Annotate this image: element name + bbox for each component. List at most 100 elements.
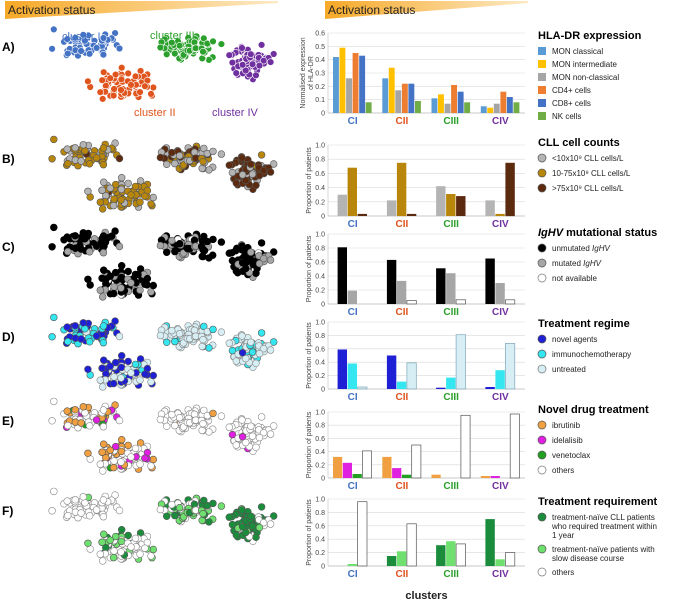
scatter-point xyxy=(111,227,119,235)
bar xyxy=(444,103,451,113)
bar xyxy=(347,564,357,566)
bar xyxy=(359,55,366,113)
scatter-point xyxy=(115,44,124,53)
scatter-point xyxy=(199,420,207,428)
activation-banner-left xyxy=(5,1,278,19)
y-tick-label: 0.3 xyxy=(315,71,325,78)
bar xyxy=(457,91,464,113)
scatter-point xyxy=(115,242,124,251)
legend-entry: untreated xyxy=(552,365,586,374)
scatter-point xyxy=(200,232,208,241)
bar xyxy=(382,78,389,113)
scatter-point xyxy=(247,512,255,520)
y-tick-label: 0.8 xyxy=(315,157,325,164)
scatter-point xyxy=(232,357,241,365)
scatter-point xyxy=(147,200,155,208)
scatter-point xyxy=(217,238,226,246)
scatter-point xyxy=(109,201,118,210)
scatter-point xyxy=(117,374,125,382)
scatter-point xyxy=(242,438,250,447)
scatter-point xyxy=(117,196,125,204)
y-tick-label: 0.4 xyxy=(315,449,325,456)
scatter-point xyxy=(238,523,247,531)
y-tick-label: 0.6 xyxy=(315,31,325,38)
scatter-point xyxy=(259,429,268,437)
panel-label: C) xyxy=(2,240,15,254)
scatter-point xyxy=(77,157,85,165)
y-tick-label: 0.6 xyxy=(315,260,325,267)
scatter-point xyxy=(96,376,105,384)
scatter-point xyxy=(248,348,257,356)
bar xyxy=(401,474,412,478)
scatter-point xyxy=(171,247,179,256)
x-tick-label: CII xyxy=(395,307,408,318)
scatter-point xyxy=(217,328,226,336)
x-axis-title: clusters xyxy=(405,590,447,602)
scatter-point xyxy=(200,34,208,43)
scatter-point xyxy=(136,550,144,558)
bar xyxy=(446,194,456,216)
scatter-point xyxy=(71,322,79,330)
scatter-point xyxy=(48,417,56,425)
scatter-point xyxy=(175,240,184,248)
scatter-point xyxy=(64,511,72,520)
scatter-point xyxy=(117,262,126,270)
scatter-point xyxy=(156,153,165,162)
scatter-point xyxy=(225,339,234,347)
scatter-point xyxy=(242,264,250,273)
bar xyxy=(333,57,339,113)
y-tick-label: 0 xyxy=(321,214,325,221)
scatter-point xyxy=(149,545,158,554)
y-tick-label: 0.2 xyxy=(315,373,325,380)
bar xyxy=(455,299,466,305)
y-axis-label: Proportion of patients xyxy=(306,147,313,214)
scatter-point xyxy=(98,448,106,456)
scatter-point xyxy=(217,40,226,48)
legend-title: Treatment requirement xyxy=(538,496,658,508)
bar xyxy=(365,102,372,113)
scatter-point xyxy=(81,235,89,243)
bar xyxy=(388,67,395,113)
scatter-point xyxy=(124,441,132,450)
scatter-point xyxy=(190,326,199,334)
scatter-point xyxy=(136,286,144,294)
scatter-point xyxy=(98,205,107,213)
scatter-point xyxy=(252,181,260,190)
scatter-point xyxy=(232,441,241,449)
scatter-panel-2: B) xyxy=(2,135,278,213)
scatter-point xyxy=(99,232,108,240)
scatter-point xyxy=(232,267,241,275)
bar xyxy=(347,290,357,304)
scatter-point xyxy=(111,532,120,541)
scatter-point xyxy=(106,184,114,192)
scatter-point xyxy=(117,63,126,72)
scatter-point xyxy=(136,376,144,384)
scatter-point xyxy=(175,504,184,512)
scatter-point xyxy=(266,256,275,264)
scatter-point xyxy=(106,446,114,454)
scatter-point xyxy=(84,449,92,457)
bar xyxy=(431,474,441,478)
scatter-point xyxy=(63,35,71,43)
scatter-point xyxy=(64,421,72,430)
scatter-point xyxy=(252,71,260,80)
bar xyxy=(513,102,520,113)
bar xyxy=(505,299,516,305)
scatter-point xyxy=(131,270,140,279)
scatter-point xyxy=(71,406,79,414)
scatter-point xyxy=(85,422,94,430)
scatter-point xyxy=(110,547,118,555)
scatter-point xyxy=(232,179,241,187)
bar xyxy=(436,387,446,389)
bar xyxy=(506,97,513,113)
bar xyxy=(406,213,417,216)
legend-swatch xyxy=(537,450,547,460)
scatter-point xyxy=(228,346,237,355)
scatter-point xyxy=(131,182,140,191)
scatter-point xyxy=(124,531,132,540)
cluster-name-label: cluster III xyxy=(150,30,195,42)
scatter-point xyxy=(190,410,199,418)
scatter-point xyxy=(117,75,126,84)
bar xyxy=(436,545,446,566)
scatter-point xyxy=(266,430,275,438)
